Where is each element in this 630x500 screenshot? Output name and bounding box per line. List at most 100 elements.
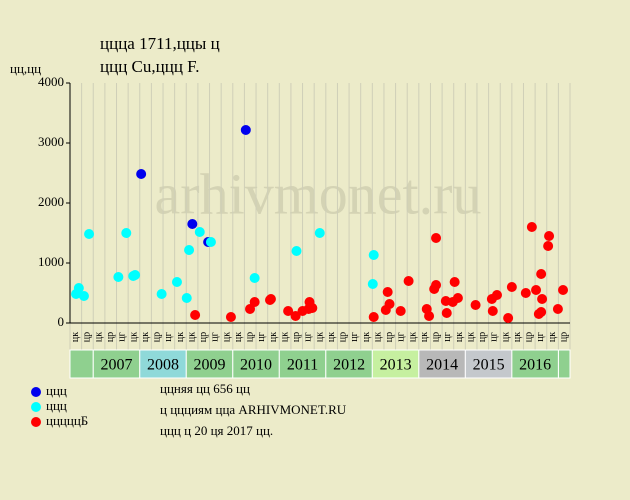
- point: [368, 250, 379, 261]
- quarter-label: цк: [70, 332, 81, 342]
- point: [537, 294, 548, 304]
- quarter-label: цк: [314, 332, 325, 342]
- legend-label: цццццБ: [46, 413, 88, 428]
- point: [544, 231, 555, 241]
- quarter-label: цр: [338, 332, 349, 342]
- point: [506, 282, 517, 292]
- point: [205, 237, 216, 247]
- quarter-label: цр: [431, 332, 442, 342]
- point: [543, 241, 554, 252]
- legend-label: ццц: [46, 383, 67, 398]
- quarter-label: цр: [152, 332, 163, 342]
- point: [558, 285, 569, 295]
- year-label: 2016: [519, 357, 551, 374]
- year-label: 2009: [194, 357, 226, 374]
- point: [526, 222, 537, 232]
- quarter-label: цр: [477, 332, 488, 342]
- point: [283, 306, 294, 316]
- year-label: 2013: [380, 357, 412, 374]
- quarter-label: цк: [407, 332, 418, 342]
- y-tick-label: 4000: [38, 74, 64, 89]
- point: [431, 280, 442, 291]
- quarter-label: цг: [256, 332, 267, 341]
- chart-title: ццца 1711,ццы ц: [100, 34, 220, 53]
- point: [290, 310, 301, 321]
- point: [240, 124, 251, 135]
- quarter-label: цк: [268, 332, 279, 342]
- legend-marker: [31, 402, 41, 412]
- point: [307, 303, 318, 313]
- quarter-label: цк: [175, 332, 186, 342]
- quarter-label: цк: [419, 332, 430, 342]
- point: [249, 273, 260, 283]
- quarter-label: цр: [524, 332, 535, 342]
- point: [452, 292, 463, 303]
- quarter-label: цг: [535, 332, 546, 341]
- quarter-label: цг: [117, 332, 128, 341]
- watermark: arhivmonet.ru: [155, 161, 482, 226]
- year-edge: [69, 349, 94, 379]
- point: [136, 169, 147, 180]
- point: [245, 304, 255, 315]
- point: [382, 286, 393, 297]
- point: [73, 283, 84, 294]
- year-cell: [325, 349, 373, 379]
- point: [184, 244, 195, 255]
- point: [194, 226, 205, 237]
- year-label: 2008: [147, 357, 179, 374]
- quarter-label: цг: [210, 332, 221, 341]
- legend-label: ццц: [46, 398, 67, 413]
- year-cell: [139, 349, 187, 379]
- quarter-label: цк: [465, 332, 476, 342]
- quarter-label: цг: [303, 332, 314, 341]
- year-label: 2011: [287, 357, 318, 374]
- quarter-label: цг: [442, 332, 453, 341]
- y-axis-label: цц,цц: [10, 61, 41, 76]
- quarter-label: цк: [128, 332, 139, 342]
- point: [449, 277, 460, 288]
- year-cell: [511, 349, 559, 379]
- point: [121, 228, 132, 238]
- point: [431, 232, 442, 243]
- quarter-label: цр: [558, 332, 569, 342]
- year-label: 2012: [333, 357, 365, 374]
- point: [265, 294, 276, 304]
- quarter-label: цг: [396, 332, 407, 341]
- y-tick-label: 1000: [38, 254, 64, 269]
- chart-subtitle: ццц Cu,ццц F.: [100, 57, 200, 76]
- point: [78, 291, 89, 301]
- quarter-label: цг: [349, 332, 360, 341]
- year-cell: [464, 349, 513, 379]
- point: [249, 297, 260, 307]
- quarter-label: цг: [489, 332, 500, 341]
- quarter-label: цр: [245, 332, 256, 342]
- quarter-label: цг: [163, 332, 174, 341]
- quarter-label: цк: [512, 332, 523, 342]
- quarter-label: цр: [105, 332, 116, 342]
- quarter-label: цр: [198, 332, 209, 342]
- point: [491, 289, 502, 300]
- footer: ццняя цц 656 цц: [160, 381, 250, 396]
- point: [441, 307, 452, 318]
- quarter-label: цк: [372, 332, 383, 342]
- quarter-label: цк: [279, 332, 290, 342]
- quarter-label: цк: [140, 332, 151, 342]
- point: [384, 298, 395, 309]
- quarter-label: цр: [384, 332, 395, 342]
- year-label: 2007: [101, 357, 133, 374]
- quarter-label: цк: [361, 332, 372, 342]
- quarter-label: цр: [291, 332, 302, 342]
- point: [470, 300, 481, 310]
- point: [531, 285, 542, 295]
- legend-marker: [31, 387, 41, 397]
- footer: ццц ц 20 ця 2017 цц.: [160, 423, 273, 438]
- point: [181, 292, 192, 303]
- footer: ц ццциям цца ARHIVMONET.RU: [160, 402, 347, 417]
- quarter-label: цк: [500, 332, 511, 342]
- year-label: 2014: [426, 357, 458, 374]
- point: [368, 312, 379, 322]
- point: [552, 304, 563, 315]
- point: [291, 246, 302, 256]
- point: [171, 277, 182, 288]
